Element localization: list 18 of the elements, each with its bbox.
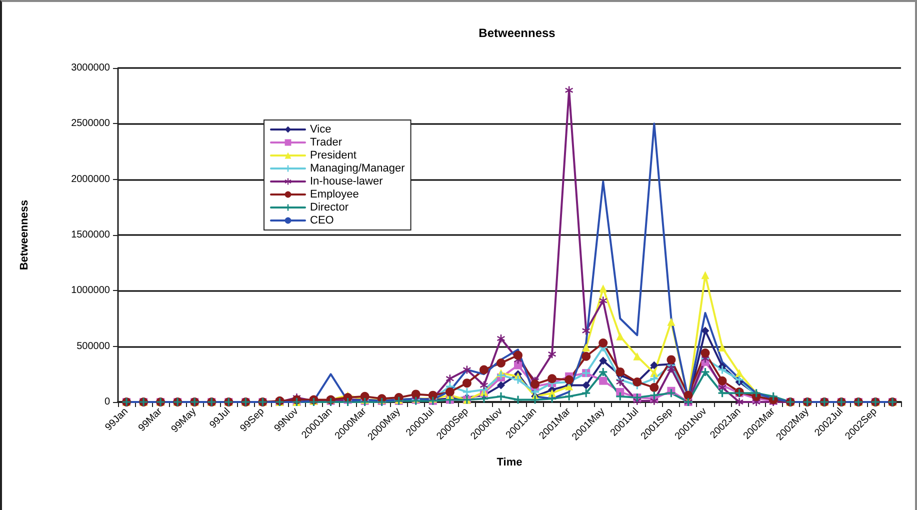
y-tick-label: 500000 [76, 340, 110, 352]
y-axis-title: Betweenness [18, 200, 30, 270]
legend-label: Director [310, 202, 349, 214]
chart-title: Betweenness [478, 26, 556, 40]
y-tick-label: 0 [104, 396, 110, 408]
legend-label: President [310, 150, 356, 162]
y-tick-label: 1500000 [71, 230, 110, 240]
legend-label: In-house-lawer [310, 176, 384, 188]
y-tick-label: 3000000 [71, 62, 110, 74]
legend-label: Employee [310, 188, 359, 200]
legend-label: CEO [310, 214, 334, 226]
legend-label: Managing/Manager [310, 162, 406, 174]
y-tick-label: 1000000 [71, 285, 110, 296]
legend-label: Vice [310, 124, 332, 136]
y-tick-label: 2500000 [71, 118, 110, 130]
y-tick-label: 2000000 [71, 174, 110, 185]
legend-label: Trader [310, 136, 342, 148]
x-axis-title: Time [496, 456, 522, 468]
